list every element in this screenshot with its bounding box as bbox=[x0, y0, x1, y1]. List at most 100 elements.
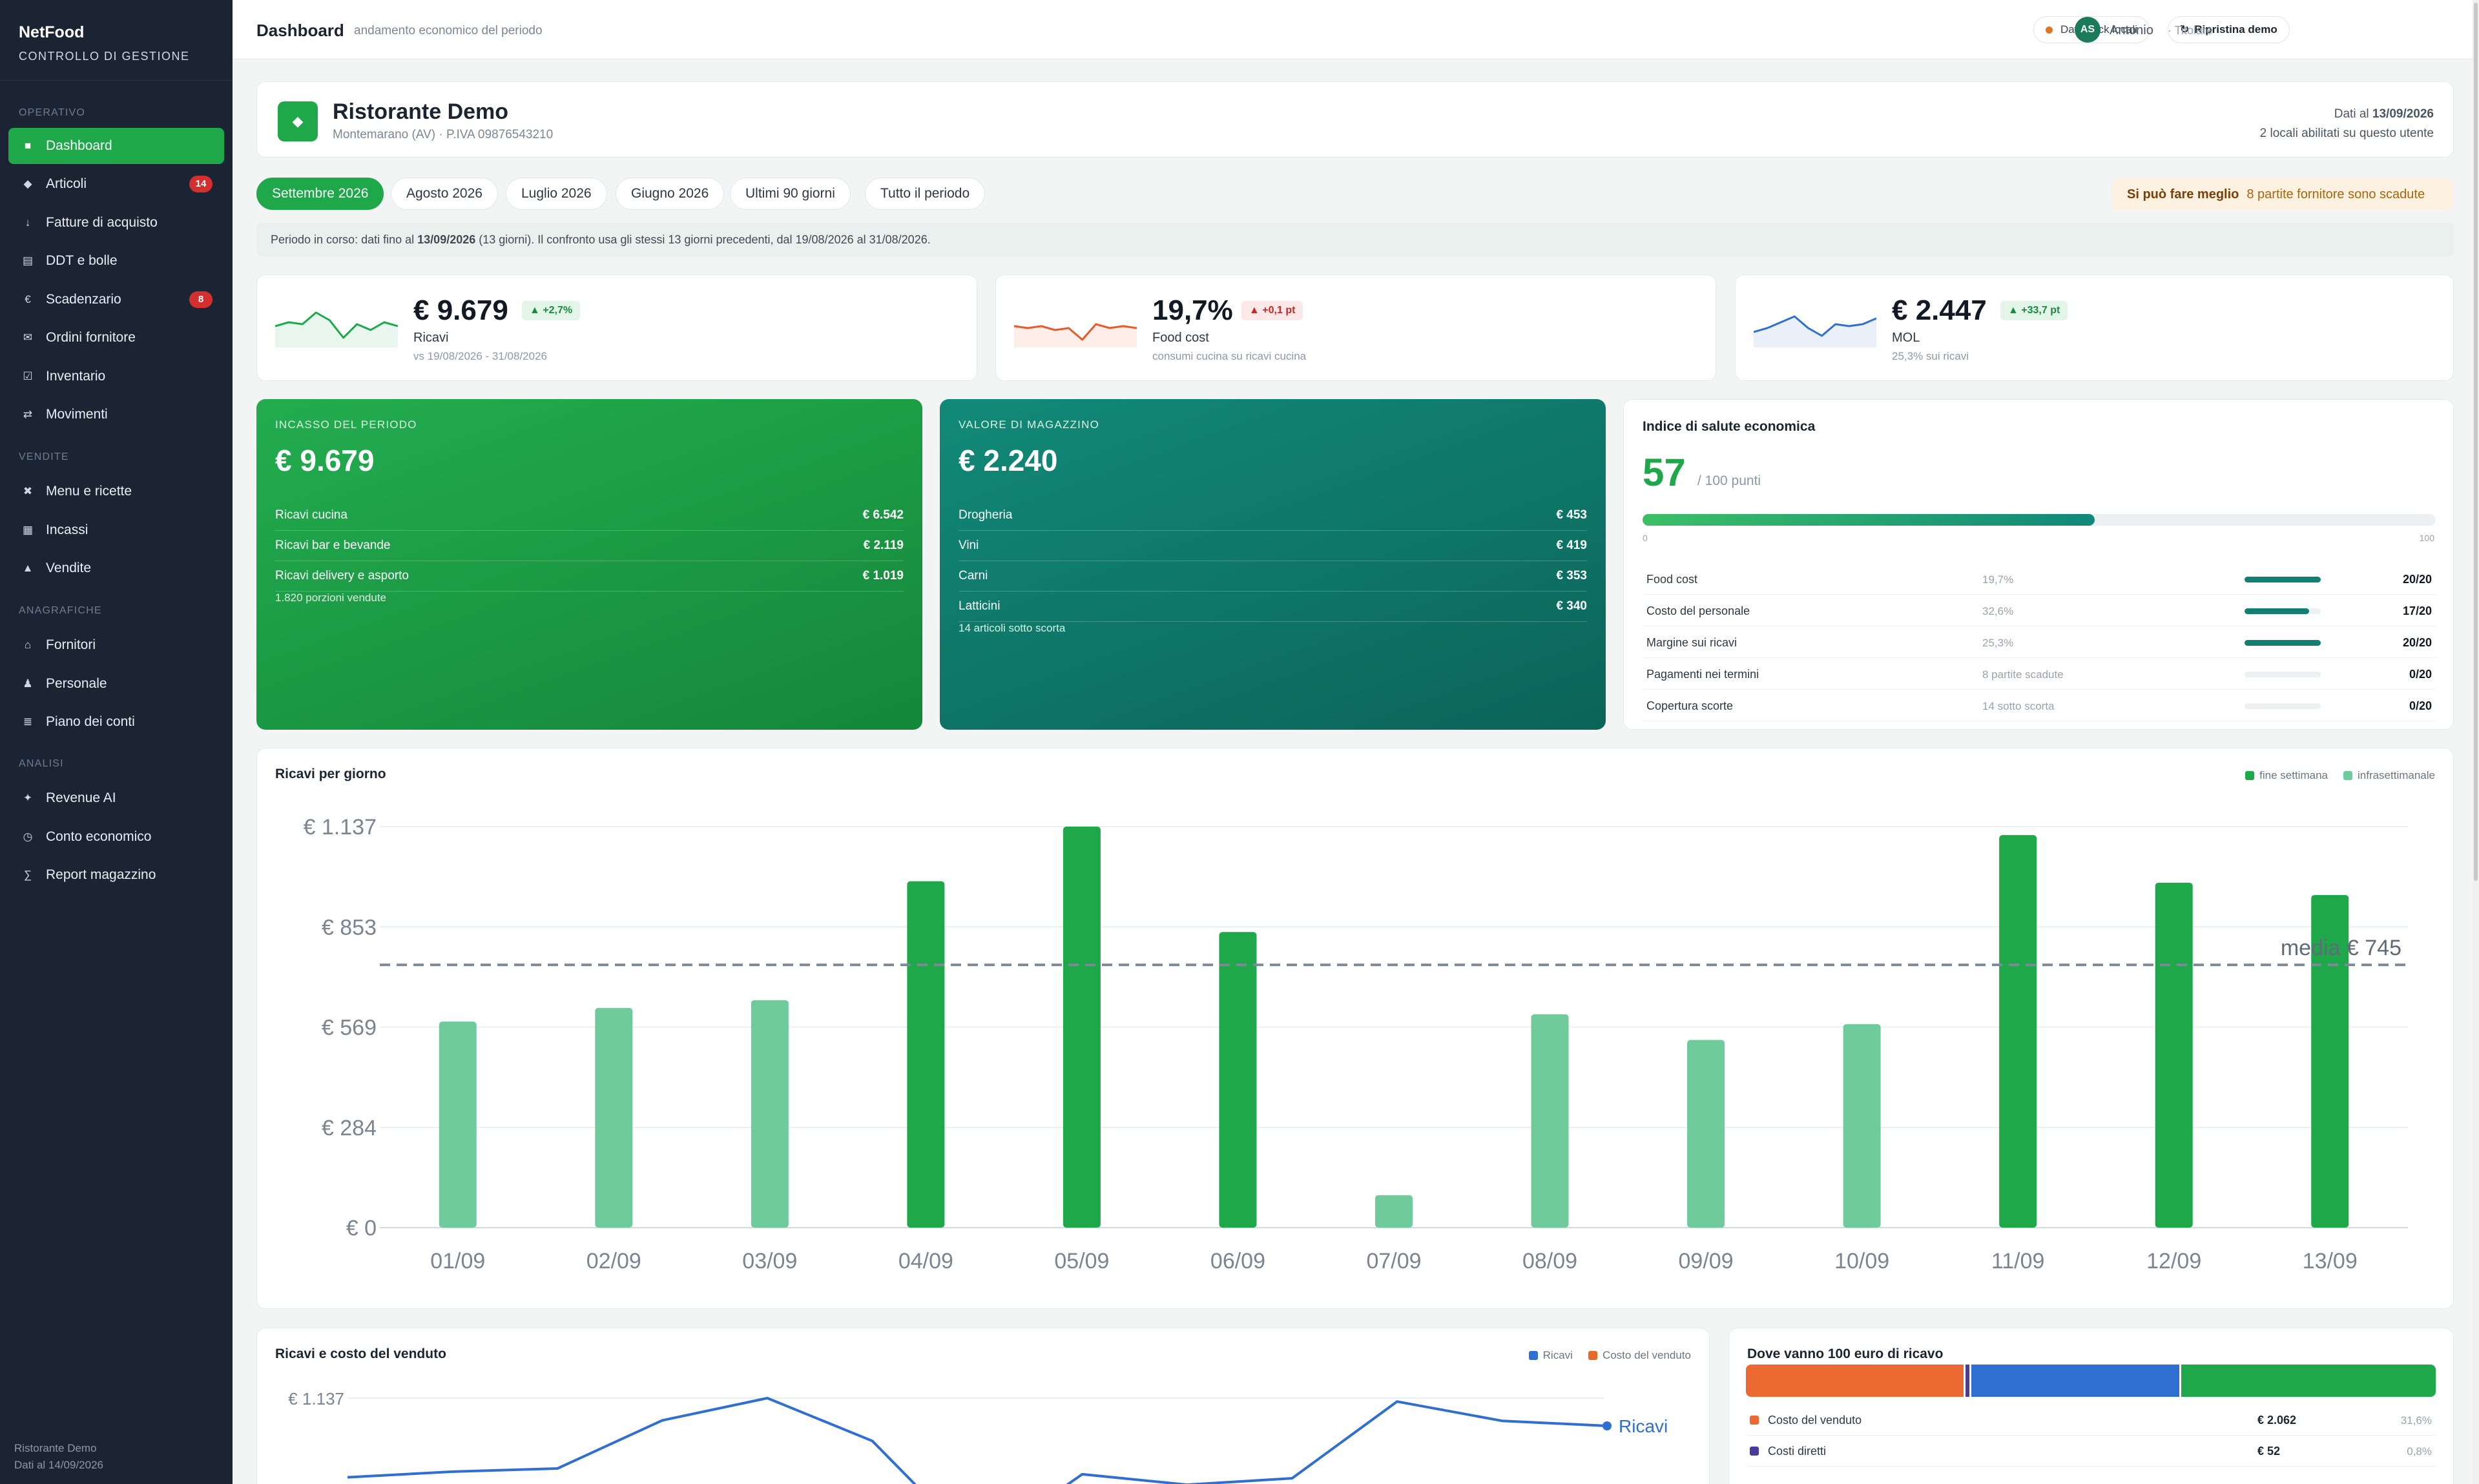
y-tick-label: € 853 bbox=[322, 915, 377, 940]
bar[interactable] bbox=[1999, 835, 2037, 1228]
health-row: Costo del personale 32,6% 17/20 bbox=[1643, 595, 2436, 626]
sidebar-item-articoli[interactable]: ◆ Articoli 14 bbox=[8, 166, 224, 202]
sidebar-item-menu-ricette[interactable]: ✖ Menu e ricette bbox=[8, 473, 224, 510]
bar[interactable] bbox=[1375, 1195, 1413, 1228]
brand[interactable]: NetFood CONTROLLO DI GESTIONE bbox=[19, 23, 190, 63]
sidebar-item-incassi[interactable]: ▦ Incassi bbox=[8, 512, 224, 548]
bar[interactable] bbox=[907, 881, 945, 1228]
row-label: Vini bbox=[959, 539, 979, 552]
bar[interactable] bbox=[1219, 932, 1257, 1228]
sidebar-item-scadenzario[interactable]: € Scadenzario 8 bbox=[8, 282, 224, 318]
bar[interactable] bbox=[1687, 1040, 1725, 1228]
sidebar-item-report-magazzino[interactable]: ∑ Report magazzino bbox=[8, 857, 224, 893]
bar[interactable] bbox=[2155, 882, 2193, 1228]
sidebar-item-label: DDT e bolle bbox=[46, 253, 118, 268]
distribution-segment[interactable] bbox=[2179, 1365, 2436, 1397]
restaurant-name: Ristorante Demo bbox=[333, 99, 509, 124]
improvement-alert[interactable]: Si può fare meglio 8 partite fornitore s… bbox=[2112, 178, 2453, 211]
row-amount: € 453 bbox=[1556, 508, 1587, 522]
sidebar-item-personale[interactable]: ♟ Personale bbox=[8, 666, 224, 702]
bar[interactable] bbox=[595, 1007, 633, 1228]
sidebar-item-dashboard[interactable]: ■ Dashboard bbox=[8, 128, 224, 164]
locations-info: 2 locali abilitati su questo utente bbox=[2259, 127, 2434, 140]
x-tick-label: 07/09 bbox=[1366, 1249, 1421, 1273]
revenue-chart-title: Ricavi per giorno bbox=[275, 767, 386, 781]
tab-ultimi-90-giorni[interactable]: Ultimi 90 giorni bbox=[730, 178, 851, 210]
tab-agosto-2026[interactable]: Agosto 2026 bbox=[391, 178, 498, 210]
health-row: Copertura scorte 14 sotto scorta 0/20 bbox=[1643, 690, 2436, 721]
kpi-value: € 9.679 bbox=[413, 294, 508, 326]
list-icon: ≣ bbox=[23, 716, 33, 728]
sidebar-item-ddt[interactable]: ▤ DDT e bolle bbox=[8, 243, 224, 279]
x-tick-label: 13/09 bbox=[2303, 1249, 2358, 1273]
incasso-card[interactable]: INCASSO DEL PERIODO € 9.679 Ricavi cucin… bbox=[256, 399, 922, 730]
kpi-card-food-cost[interactable]: 19,7% ▲ +0,1 pt Food cost consumi cucina… bbox=[995, 274, 1716, 381]
sidebar-item-vendite[interactable]: ▲ Vendite bbox=[8, 550, 224, 586]
sparkline-line bbox=[1754, 315, 1876, 337]
distribution-segment[interactable] bbox=[1964, 1365, 1970, 1397]
incasso-footer: 1.820 porzioni vendute bbox=[275, 592, 387, 604]
reset-demo-button[interactable]: ↻ Ripristina demo bbox=[2168, 16, 2290, 43]
bar[interactable] bbox=[1531, 1014, 1569, 1228]
health-row: Food cost 19,7% 20/20 bbox=[1643, 563, 2436, 595]
sidebar-item-movimenti[interactable]: ⇄ Movimenti bbox=[8, 397, 224, 433]
magazzino-card[interactable]: VALORE DI MAGAZZINO € 2.240 Drogheria € … bbox=[940, 399, 1606, 730]
x-tick-label: 03/09 bbox=[742, 1249, 797, 1273]
legend-swatch bbox=[1588, 1351, 1597, 1360]
count-badge: 14 bbox=[189, 176, 213, 192]
sidebar-item-label: Menu e ricette bbox=[46, 484, 132, 499]
tab-luglio-2026[interactable]: Luglio 2026 bbox=[506, 178, 607, 210]
magazzino-title: VALORE DI MAGAZZINO bbox=[959, 418, 1100, 431]
sidebar-item-conto-economico[interactable]: ◷ Conto economico bbox=[8, 819, 224, 855]
sidebar-item-fatture[interactable]: ↓ Fatture di acquisto bbox=[8, 205, 224, 241]
sparkline-line bbox=[275, 311, 398, 339]
cost-chart-legend: Ricavi Costo del venduto bbox=[1513, 1349, 1691, 1362]
x-tick-label: 09/09 bbox=[1679, 1249, 1734, 1273]
distribution-title: Dove vanno 100 euro di ricavo bbox=[1747, 1346, 1944, 1361]
user-role: · Titolare bbox=[2168, 24, 2214, 37]
bar[interactable] bbox=[751, 1000, 789, 1228]
avatar[interactable]: AS bbox=[2075, 17, 2100, 43]
bar[interactable] bbox=[1843, 1024, 1881, 1228]
sidebar-item-ordini[interactable]: ✉ Ordini fornitore bbox=[8, 320, 224, 356]
refresh-icon: ↻ bbox=[2180, 23, 2190, 36]
row-label: Drogheria bbox=[959, 508, 1013, 522]
mail-icon: ✉ bbox=[23, 331, 33, 344]
data-date: Dati al 13/09/2026 2 locali abilitati su… bbox=[2260, 105, 2434, 143]
tab-settembre-2026[interactable]: Settembre 2026 bbox=[256, 178, 384, 210]
kpi-card-mol[interactable]: € 2.447 ▲ +33,7 pt MOL 25,3% sui ricavi bbox=[1735, 274, 2454, 381]
kpi-card-ricavi[interactable]: € 9.679 ▲ +2,7% Ricavi vs 19/08/2026 - 3… bbox=[256, 274, 977, 381]
row-amount: € 340 bbox=[1556, 599, 1587, 613]
swap-icon: ⇄ bbox=[23, 408, 33, 420]
sidebar-item-inventario[interactable]: ☑ Inventario bbox=[8, 358, 224, 395]
scrollbar-thumb[interactable] bbox=[2474, 3, 2478, 881]
row-label: Latticini bbox=[959, 599, 1001, 613]
health-row-bar bbox=[2245, 703, 2321, 709]
user-name[interactable]: Antonio bbox=[2110, 23, 2153, 37]
sidebar-item-label: Movimenti bbox=[46, 407, 108, 422]
distribution-segment[interactable] bbox=[1746, 1365, 1964, 1397]
distribution-segment[interactable] bbox=[1969, 1365, 2179, 1397]
row-percent: 31,6% bbox=[2400, 1414, 2432, 1427]
sidebar-item-label: Scadenzario bbox=[46, 292, 121, 307]
scale-max: 100 bbox=[2419, 533, 2434, 543]
incasso-value: € 9.679 bbox=[275, 444, 375, 477]
ricavi-sparkline bbox=[275, 311, 398, 347]
health-row-score: 17/20 bbox=[2402, 604, 2432, 617]
legend-ricavi: Ricavi bbox=[1528, 1349, 1573, 1362]
row-name: Costo del venduto bbox=[1768, 1414, 1862, 1427]
document-icon: ▤ bbox=[22, 254, 34, 267]
sidebar-item-fornitori[interactable]: ⌂ Fornitori bbox=[8, 627, 224, 663]
bar[interactable] bbox=[1063, 827, 1101, 1228]
bar[interactable] bbox=[439, 1022, 477, 1228]
sidebar-item-piano-conti[interactable]: ≣ Piano dei conti bbox=[8, 704, 224, 740]
alert-title: Si può fare meglio bbox=[2127, 187, 2239, 201]
tab-tutto-il-periodo[interactable]: Tutto il periodo bbox=[865, 178, 986, 210]
x-tick-label: 04/09 bbox=[898, 1249, 953, 1273]
y-tick-label: € 1.137 bbox=[288, 1389, 344, 1408]
revenue-chart-card: Ricavi per giorno fine settimana infrase… bbox=[256, 748, 2454, 1309]
sidebar-item-revenue-ai[interactable]: ✦ Revenue AI bbox=[8, 780, 224, 816]
sidebar-item-label: Dashboard bbox=[46, 138, 112, 153]
tab-giugno-2026[interactable]: Giugno 2026 bbox=[616, 178, 725, 210]
bar[interactable] bbox=[2311, 894, 2349, 1228]
